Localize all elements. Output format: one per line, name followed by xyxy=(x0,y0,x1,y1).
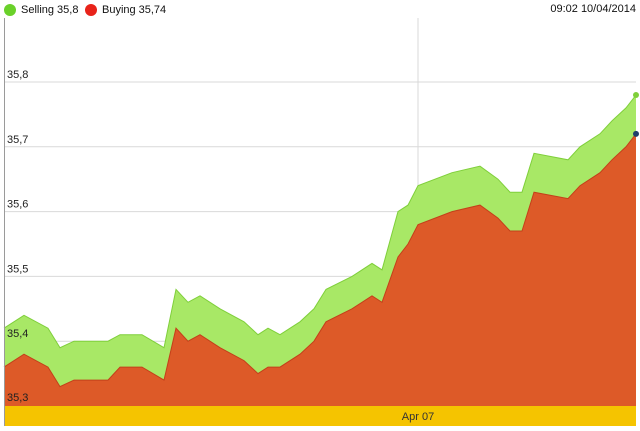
y-tick-label: 35,4 xyxy=(7,328,28,340)
legend-value-buying: 35,74 xyxy=(138,4,167,16)
y-tick-label: 35,6 xyxy=(7,199,28,211)
legend-value-selling: 35,8 xyxy=(57,4,79,16)
legend-item-buying[interactable]: Buying 35,74 xyxy=(85,2,166,18)
endpoint-marker-selling[interactable] xyxy=(633,91,639,98)
series-line-buying xyxy=(3,133,637,388)
legend-item-selling[interactable]: Selling 35,8 xyxy=(4,2,78,18)
legend-label-selling: Selling xyxy=(21,4,55,16)
timestamp: 09:02 10/04/2014 xyxy=(550,3,636,15)
x-axis-band xyxy=(4,406,636,426)
y-tick-label: 35,3 xyxy=(7,392,28,404)
legend-label-buying: Buying xyxy=(102,4,136,16)
legend: Selling 35,8 Buying 35,74 09:02 10/04/20… xyxy=(0,0,640,20)
x-tick-label: Apr 07 xyxy=(402,411,434,423)
series-area-buying xyxy=(4,133,636,407)
endpoint-marker-buying[interactable] xyxy=(633,130,639,137)
y-tick-label: 35,7 xyxy=(7,134,28,146)
y-axis: 35,3 35,4 35,5 35,6 35,7 35,8 xyxy=(7,69,28,404)
legend-marker-selling xyxy=(4,4,16,16)
areas xyxy=(3,91,639,407)
y-tick-label: 35,8 xyxy=(7,69,28,81)
legend-marker-buying xyxy=(85,4,97,16)
y-tick-label: 35,5 xyxy=(7,263,28,275)
series-line-selling xyxy=(3,94,637,349)
